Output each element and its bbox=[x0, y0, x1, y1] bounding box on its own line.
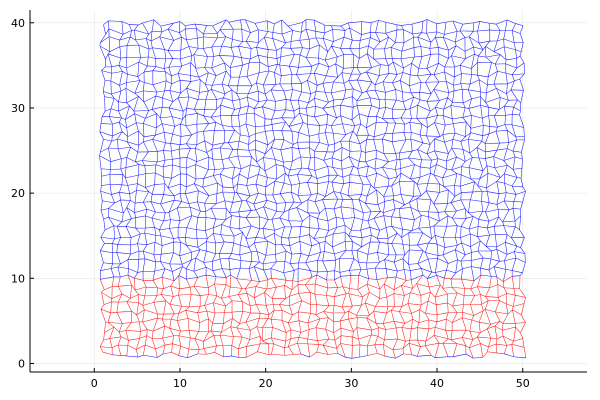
y-axis-ticks: 0 10 20 30 40 bbox=[11, 17, 34, 370]
mesh-series-upper bbox=[99, 19, 527, 359]
x-tick-label: 10 bbox=[173, 377, 187, 390]
grid-lines bbox=[30, 10, 587, 372]
x-tick-label: 50 bbox=[516, 377, 530, 390]
x-axis-ticks: 0 10 20 30 40 50 bbox=[91, 368, 530, 390]
y-tick-label: 20 bbox=[11, 187, 25, 200]
x-tick-label: 0 bbox=[91, 377, 98, 390]
x-tick-label: 30 bbox=[344, 377, 358, 390]
mesh-layer bbox=[99, 19, 527, 359]
x-tick-label: 40 bbox=[430, 377, 444, 390]
x-tick-label: 20 bbox=[259, 377, 273, 390]
mesh-series-lower bbox=[99, 274, 527, 359]
y-tick-label: 30 bbox=[11, 102, 25, 115]
y-tick-label: 10 bbox=[11, 272, 25, 285]
axes bbox=[29, 10, 587, 373]
y-tick-label: 0 bbox=[18, 357, 25, 370]
y-tick-label: 40 bbox=[11, 17, 25, 30]
